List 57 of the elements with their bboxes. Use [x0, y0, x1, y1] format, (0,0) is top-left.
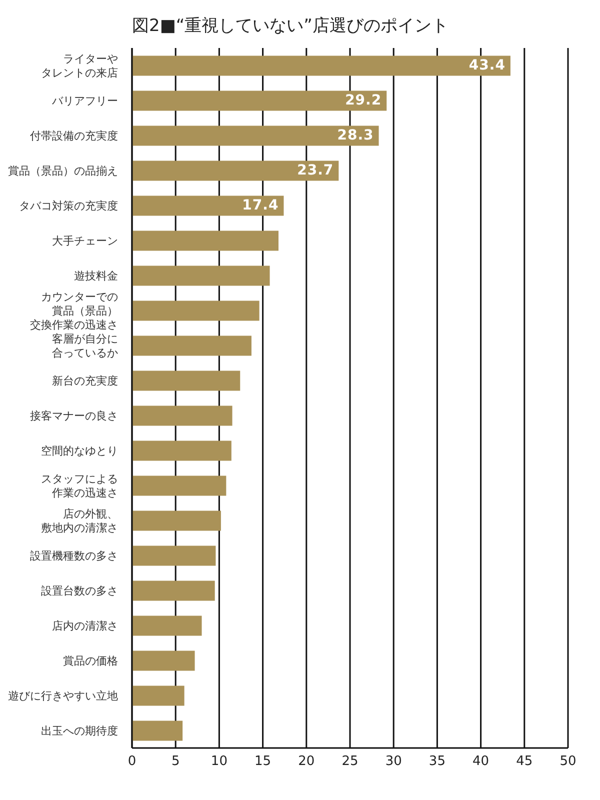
- bar: [132, 266, 270, 286]
- bar: [132, 616, 202, 636]
- y-tick-label: 設置機種数の多さ: [30, 549, 118, 562]
- bar: [132, 510, 221, 531]
- bar: [132, 370, 240, 391]
- x-tick-label: 50: [560, 754, 576, 770]
- y-tick-label: 設置台数の多さ: [41, 584, 118, 597]
- x-tick-label: 25: [342, 754, 358, 770]
- y-tick-label: 遊びに行きやすい立地: [8, 689, 118, 702]
- y-tick-label: タバコ対策の充実度: [19, 199, 118, 212]
- bar: [132, 476, 226, 496]
- y-tick-label: 賞品の価格: [63, 654, 118, 667]
- x-tick-label: 20: [298, 754, 315, 770]
- x-tick-label: 10: [210, 754, 228, 770]
- y-tick-label: ライターやタレントの来店: [41, 52, 118, 79]
- bar: [132, 126, 379, 146]
- y-tick-label: 接客マナーの良さ: [30, 409, 118, 422]
- bar: [132, 720, 183, 741]
- bar: [132, 440, 232, 461]
- bar: [132, 90, 387, 111]
- y-tick-label: 大手チェーン: [52, 234, 118, 247]
- bar: [132, 336, 252, 356]
- y-tick-label: スタッフによる作業の迅速さ: [41, 472, 118, 499]
- bar: [132, 546, 216, 566]
- x-tick-label: 40: [472, 754, 490, 770]
- bar: [132, 686, 184, 706]
- bar: [132, 196, 284, 216]
- bar: [132, 56, 510, 76]
- y-tick-label: 付帯設備の充実度: [30, 129, 118, 142]
- bar: [132, 300, 260, 321]
- chart-title: 図2■“重視していない”店選びのポイント: [131, 15, 450, 38]
- x-tick-label: 5: [171, 754, 180, 770]
- bar: [132, 650, 195, 671]
- data-label: 23.7: [297, 162, 334, 179]
- data-label: 43.4: [468, 58, 506, 74]
- y-tick-label: 店の外観、敷地内の清潔さ: [41, 507, 118, 534]
- x-tick-label: 35: [428, 754, 446, 770]
- bar: [132, 230, 278, 251]
- x-tick-label: 45: [516, 754, 533, 770]
- y-tick-label: 賞品（景品）の品揃え: [8, 164, 118, 177]
- bar: [132, 580, 215, 601]
- x-tick-label: 0: [128, 754, 136, 770]
- data-label: 17.4: [242, 198, 279, 214]
- y-tick-label: 新台の充実度: [52, 374, 118, 387]
- x-tick-label: 30: [385, 754, 402, 770]
- bar: [132, 160, 339, 181]
- bar: [132, 406, 232, 426]
- data-label: 29.2: [345, 92, 382, 109]
- data-label: 28.3: [337, 128, 374, 144]
- y-tick-label: バリアフリー: [51, 94, 118, 107]
- y-tick-label: 店内の清潔さ: [52, 619, 118, 632]
- y-tick-label: 遊技料金: [74, 269, 118, 282]
- y-tick-label: 空間的なゆとり: [41, 444, 118, 457]
- y-tick-label: 出玉への期待度: [41, 724, 118, 737]
- y-tick-label: カウンターでの賞品（景品）交換作業の迅速さ: [30, 290, 118, 331]
- y-tick-label: 客層が自分に合っているか: [52, 332, 118, 359]
- x-tick-label: 15: [254, 754, 272, 770]
